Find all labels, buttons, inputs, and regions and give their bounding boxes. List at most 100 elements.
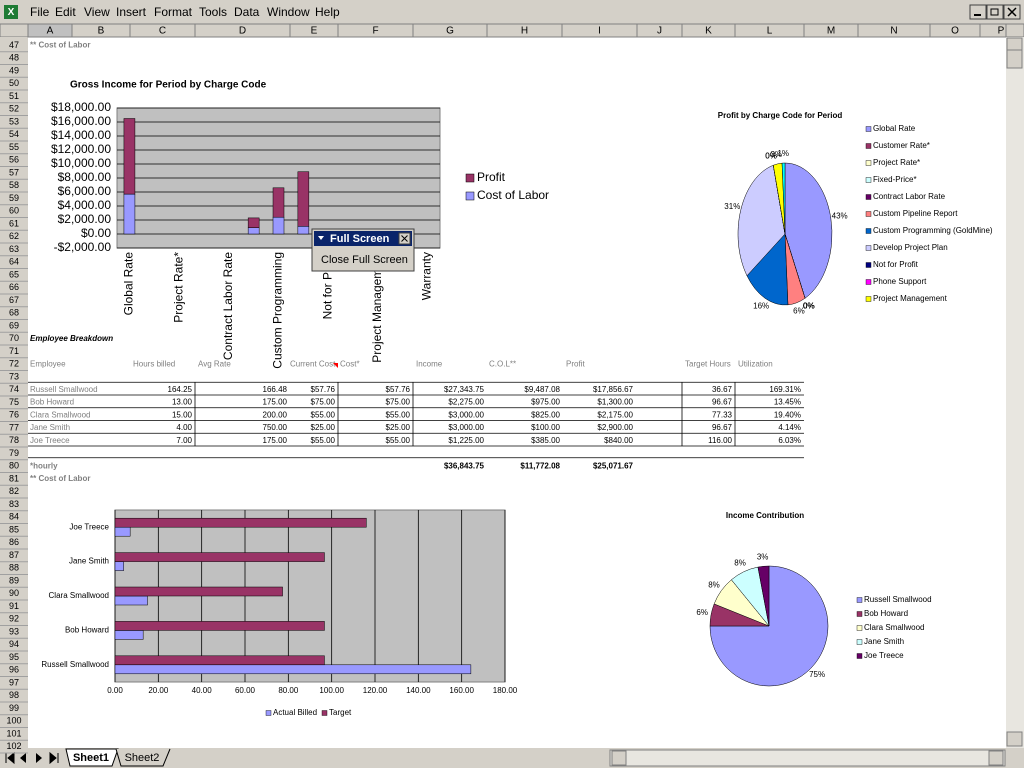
- legend-label: Custom Programming (GoldMine): [873, 226, 993, 235]
- menu-item[interactable]: Window: [267, 5, 310, 19]
- legend-swatch: [865, 177, 872, 183]
- menu-item[interactable]: Data: [234, 5, 260, 19]
- table-header: Utilization: [738, 359, 773, 368]
- menu-item[interactable]: Format: [154, 5, 193, 19]
- table-cell: 175.00: [263, 398, 288, 407]
- legend-label: Phone Support: [873, 277, 927, 286]
- table-header: Current Cost: [290, 359, 336, 368]
- menu-item[interactable]: Tools: [199, 5, 227, 19]
- vertical-scrollbar[interactable]: [1006, 37, 1024, 748]
- pie-label: 16%: [753, 301, 769, 310]
- pie-label: 6%: [793, 307, 805, 316]
- legend-label: Joe Treece: [864, 651, 904, 660]
- table-header: Income: [416, 359, 443, 368]
- x-tick-label: Contract Labor Rate: [221, 252, 235, 360]
- y-tick-label: -$2,000.00: [54, 240, 112, 254]
- pie-slice: [784, 162, 833, 299]
- legend-swatch: [865, 279, 872, 285]
- tab-prev[interactable]: [20, 753, 26, 763]
- y-tick-label: Joe Treece: [69, 522, 109, 531]
- close-full-screen-button[interactable]: Close Full Screen: [321, 254, 408, 266]
- table-cell: $55.00: [386, 436, 411, 445]
- cell-footnote: *hourly: [30, 461, 58, 470]
- row-header: 52: [9, 104, 19, 114]
- cell-section: Employee Breakdown: [30, 334, 113, 343]
- bar-segment: [297, 226, 310, 235]
- table-cell: $75.00: [311, 398, 336, 407]
- row-header: 88: [9, 563, 19, 573]
- table-cell: $57.76: [311, 385, 336, 394]
- legend-label: Profit: [477, 170, 506, 184]
- table-cell: $17,856.67: [593, 385, 634, 394]
- row-header: 58: [9, 180, 19, 190]
- legend-swatch: [865, 245, 872, 251]
- menu-item[interactable]: File: [30, 5, 50, 19]
- table-cell: 13.00: [172, 398, 193, 407]
- column-header: O: [951, 26, 959, 37]
- tab-sheet1[interactable]: [65, 748, 119, 767]
- bar: [114, 664, 472, 675]
- column-header: N: [890, 26, 897, 37]
- sheet-tab-label[interactable]: Sheet2: [125, 752, 160, 764]
- tab-last[interactable]: [49, 751, 59, 765]
- table-cell: 166.48: [263, 385, 288, 394]
- tab-next[interactable]: [36, 753, 42, 763]
- horizontal-scrollbar[interactable]: [609, 749, 1006, 767]
- table-header: Cost*: [340, 359, 360, 368]
- popup-menu-arrow[interactable]: [318, 236, 324, 240]
- table-cell: 4.00: [176, 423, 192, 432]
- x-tick-label: Global Rate: [122, 252, 136, 316]
- y-tick-label: $4,000.00: [58, 198, 112, 212]
- menu-item[interactable]: Insert: [116, 5, 147, 19]
- row-header: 64: [9, 257, 19, 267]
- legend-label: Cost of Labor: [477, 188, 549, 202]
- tab-first[interactable]: [5, 751, 15, 765]
- legend-swatch: [865, 296, 872, 302]
- popup-close-glyph: [401, 235, 408, 242]
- pie-legend: Global Rate Customer Rate* Project Rate* Fi…: [865, 124, 993, 312]
- table-cell: 169.31%: [769, 385, 801, 394]
- legend-label: Customer Rate*: [873, 141, 930, 150]
- scroll-down[interactable]: [1006, 731, 1023, 747]
- row-header: 102: [6, 741, 21, 751]
- menu-item[interactable]: Edit: [55, 5, 76, 19]
- minimize-button[interactable]: [969, 4, 987, 20]
- y-tick-label: $12,000.00: [51, 142, 111, 156]
- row-header: 91: [9, 601, 19, 611]
- app-icon-glyph: X: [8, 7, 15, 18]
- legend-swatch: [865, 211, 872, 217]
- scroll-thumb[interactable]: [1006, 49, 1023, 69]
- comment-indicator: [333, 363, 338, 368]
- legend-swatch: [265, 710, 272, 716]
- sheet-tab-label[interactable]: Sheet1: [73, 752, 109, 764]
- pie-label: 0%: [803, 301, 815, 310]
- row-header: 53: [9, 116, 19, 126]
- legend-swatch: [856, 639, 863, 645]
- table-cell: $975.00: [531, 398, 560, 407]
- menu-item[interactable]: View: [84, 5, 110, 19]
- row-header: 72: [9, 359, 19, 369]
- row-header: 66: [9, 282, 19, 292]
- restore-button[interactable]: [986, 4, 1004, 20]
- legend-label: Project Rate*: [873, 158, 920, 167]
- menu-item[interactable]: Help: [315, 5, 340, 19]
- x-tick-label: Warranty: [420, 252, 434, 300]
- pie-label: 75%: [809, 670, 825, 679]
- scroll-left[interactable]: [611, 750, 627, 766]
- column-header: G: [446, 26, 454, 37]
- legend-swatch: [865, 194, 872, 200]
- row-header: 56: [9, 155, 19, 165]
- employee-name: Clara Smallwood: [30, 410, 90, 419]
- legend-swatch: [856, 597, 863, 603]
- tab-sheet2[interactable]: [115, 748, 171, 767]
- y-tick-label: $18,000.00: [51, 100, 111, 114]
- x-tick-label: Project Rate*: [171, 252, 185, 323]
- legend-label: Russell Smallwood: [864, 595, 932, 604]
- legend-swatch: [465, 173, 475, 183]
- row-header: 84: [9, 512, 19, 522]
- table-cell: $55.00: [386, 410, 411, 419]
- table-header: Avg Rate: [198, 359, 231, 368]
- row-header: 95: [9, 652, 19, 662]
- scroll-right[interactable]: [988, 750, 1004, 766]
